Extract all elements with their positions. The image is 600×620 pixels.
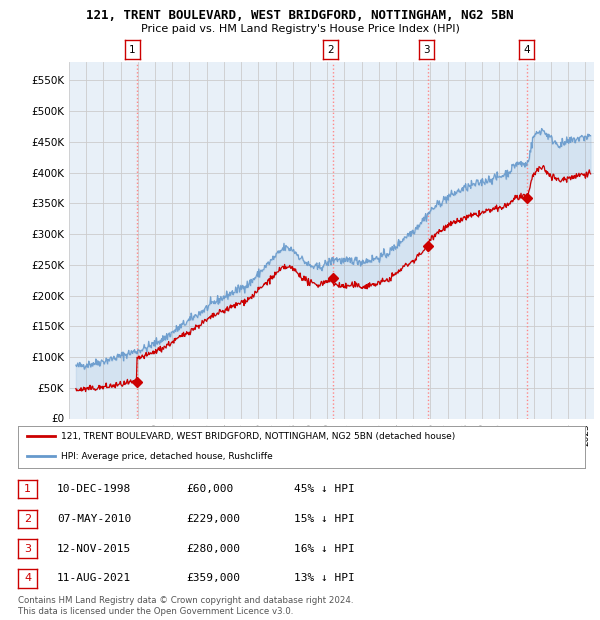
Text: 1: 1: [24, 484, 31, 494]
Text: 4: 4: [523, 45, 530, 55]
Text: HPI: Average price, detached house, Rushcliffe: HPI: Average price, detached house, Rush…: [61, 452, 272, 461]
Text: Contains HM Land Registry data © Crown copyright and database right 2024.
This d: Contains HM Land Registry data © Crown c…: [18, 596, 353, 616]
Text: 4: 4: [24, 574, 31, 583]
Text: £280,000: £280,000: [186, 544, 240, 554]
Text: 16% ↓ HPI: 16% ↓ HPI: [294, 544, 355, 554]
Text: 10-DEC-1998: 10-DEC-1998: [57, 484, 131, 494]
Text: 3: 3: [423, 45, 430, 55]
Text: 2: 2: [328, 45, 334, 55]
Text: 07-MAY-2010: 07-MAY-2010: [57, 514, 131, 524]
Text: £60,000: £60,000: [186, 484, 233, 494]
Text: Price paid vs. HM Land Registry's House Price Index (HPI): Price paid vs. HM Land Registry's House …: [140, 24, 460, 33]
Text: £229,000: £229,000: [186, 514, 240, 524]
Text: 11-AUG-2021: 11-AUG-2021: [57, 574, 131, 583]
Text: 13% ↓ HPI: 13% ↓ HPI: [294, 574, 355, 583]
Text: £359,000: £359,000: [186, 574, 240, 583]
Text: 121, TRENT BOULEVARD, WEST BRIDGFORD, NOTTINGHAM, NG2 5BN: 121, TRENT BOULEVARD, WEST BRIDGFORD, NO…: [86, 9, 514, 22]
Text: 15% ↓ HPI: 15% ↓ HPI: [294, 514, 355, 524]
Text: 121, TRENT BOULEVARD, WEST BRIDGFORD, NOTTINGHAM, NG2 5BN (detached house): 121, TRENT BOULEVARD, WEST BRIDGFORD, NO…: [61, 432, 455, 441]
Text: 3: 3: [24, 544, 31, 554]
Text: 45% ↓ HPI: 45% ↓ HPI: [294, 484, 355, 494]
Text: 2: 2: [24, 514, 31, 524]
Text: 1: 1: [129, 45, 136, 55]
Text: 12-NOV-2015: 12-NOV-2015: [57, 544, 131, 554]
